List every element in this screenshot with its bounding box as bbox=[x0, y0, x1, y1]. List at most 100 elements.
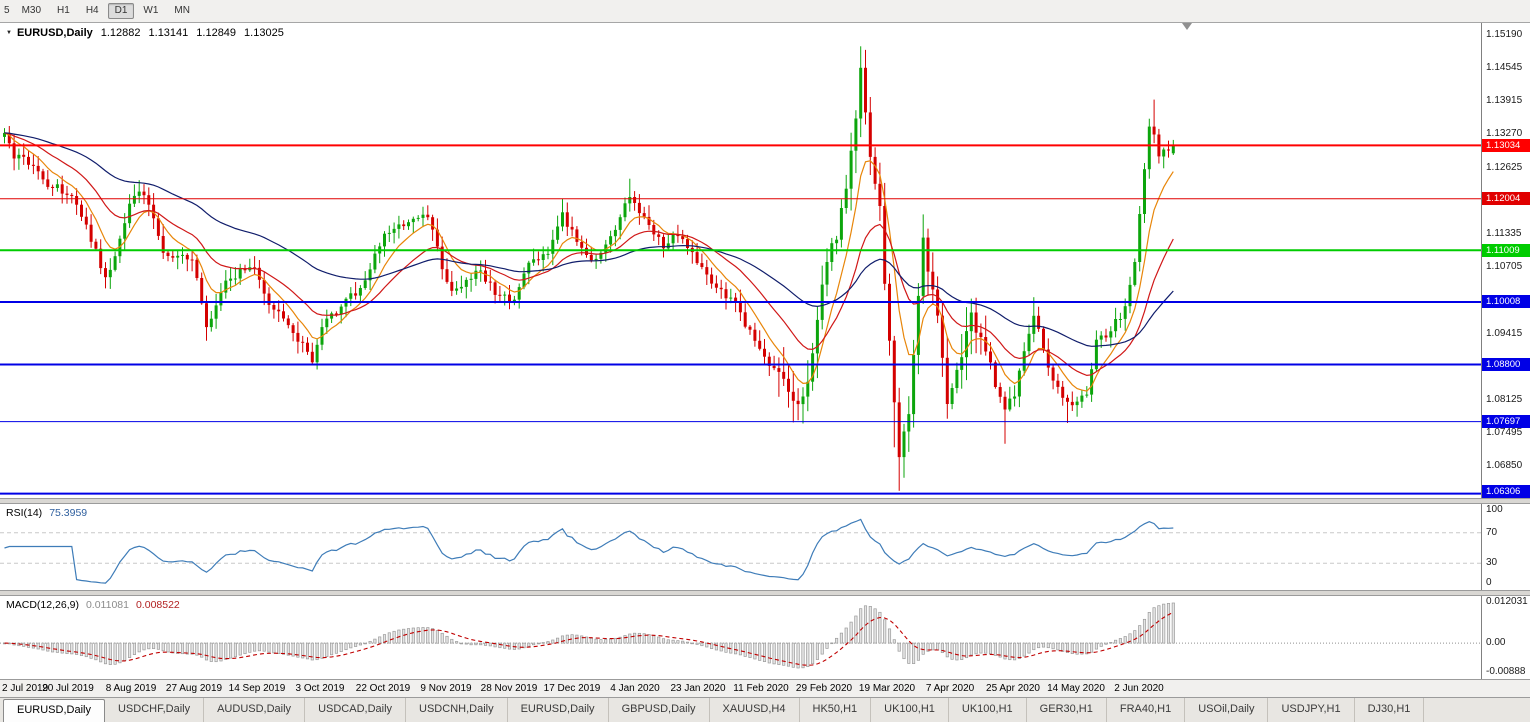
chart-tab-eurusd-daily-5[interactable]: EURUSD,Daily bbox=[508, 698, 609, 722]
panel-splitter[interactable] bbox=[0, 590, 1530, 596]
date-label-11-feb-2020: 11 Feb 2020 bbox=[733, 683, 789, 694]
chart-tab-eurusd-daily-0[interactable]: EURUSD,Daily bbox=[3, 699, 105, 722]
timeframe-toolbar: 5 M30 H1 H4 D1 W1 MN bbox=[0, 0, 1530, 23]
price-tick-1.12625: 1.12625 bbox=[1486, 162, 1523, 173]
chart-title: ▼ EURUSD,Daily 1.12882 1.13141 1.12849 1… bbox=[6, 27, 284, 39]
macd-tick-top: 0.012031 bbox=[1486, 596, 1528, 607]
rsi-value: 75.3959 bbox=[49, 507, 88, 519]
timeframe-button-d1[interactable]: D1 bbox=[107, 3, 135, 19]
macd-name: MACD(12,26,9) bbox=[6, 599, 79, 611]
chart-symbol-period: EURUSD,Daily bbox=[16, 27, 93, 39]
rsi-indicator-label: RSI(14) 75.3959 bbox=[6, 507, 87, 519]
price-level-badge-1.11009: 1.11009 bbox=[1482, 244, 1530, 257]
price-tick-1.09415: 1.09415 bbox=[1486, 328, 1523, 339]
date-label-25-apr-2020: 25 Apr 2020 bbox=[986, 683, 1040, 694]
chart-tab-dj30-h1-15[interactable]: DJ30,H1 bbox=[1355, 698, 1425, 722]
chart-tab-usdjpy-h1-14[interactable]: USDJPY,H1 bbox=[1268, 698, 1355, 722]
timeframe-button-h1[interactable]: H1 bbox=[57, 5, 70, 16]
date-label-2-jul-2019: 2 Jul 2019 bbox=[2, 683, 49, 694]
macd-histogram bbox=[2, 602, 1175, 669]
price-tick-1.14545: 1.14545 bbox=[1486, 62, 1523, 73]
macd-signal-line bbox=[4, 611, 1174, 666]
date-label-29-feb-2020: 29 Feb 2020 bbox=[795, 683, 853, 694]
rsi-tick-0: 0 bbox=[1486, 577, 1492, 588]
chart-tabs-bar: EURUSD,Daily USDCHF,Daily AUDUSD,Daily USDC… bbox=[0, 697, 1530, 722]
macd-chart-canvas[interactable] bbox=[0, 596, 1481, 679]
price-level-badge-1.13034: 1.13034 bbox=[1482, 139, 1530, 152]
price-tick-1.06850: 1.06850 bbox=[1486, 460, 1523, 471]
macd-tick-bottom: -0.00888 bbox=[1486, 666, 1526, 677]
date-label-7-apr-2020: 7 Apr 2020 bbox=[925, 683, 975, 694]
date-label-14-may-2020: 14 May 2020 bbox=[1047, 683, 1105, 694]
chart-tab-fra40-h1-12[interactable]: FRA40,H1 bbox=[1107, 698, 1186, 722]
price-tick-1.08125: 1.08125 bbox=[1486, 394, 1523, 405]
main-chart-panel[interactable]: ▼ EURUSD,Daily 1.12882 1.13141 1.12849 1… bbox=[0, 23, 1530, 498]
macd-indicator-label: MACD(12,26,9) 0.011081 0.008522 bbox=[6, 599, 180, 611]
rsi-chart-canvas[interactable] bbox=[0, 504, 1481, 590]
macd-signal-value: 0.008522 bbox=[135, 599, 180, 611]
date-label-20-jul-2019: 20 Jul 2019 bbox=[42, 683, 94, 694]
price-level-badge-1.08800: 1.08800 bbox=[1482, 358, 1530, 371]
ohlc-low: 1.12849 bbox=[196, 27, 237, 39]
moving-average-slow bbox=[4, 132, 1174, 347]
chart-tab-uk100-h1-9[interactable]: UK100,H1 bbox=[871, 698, 949, 722]
rsi-panel[interactable]: RSI(14) 75.3959 100 70 30 0 bbox=[0, 504, 1530, 590]
panel-splitter[interactable] bbox=[0, 498, 1530, 504]
chart-tab-usdcnh-daily-4[interactable]: USDCNH,Daily bbox=[406, 698, 508, 722]
price-tick-1.13270: 1.13270 bbox=[1486, 128, 1523, 139]
date-label-9-nov-2019: 9 Nov 2019 bbox=[420, 683, 472, 694]
chart-tab-usdchf-daily-1[interactable]: USDCHF,Daily bbox=[105, 698, 205, 722]
date-label-4-jan-2020: 4 Jan 2020 bbox=[610, 683, 660, 694]
moving-average-medium bbox=[4, 132, 1174, 377]
price-level-badge-1.06306: 1.06306 bbox=[1482, 485, 1530, 498]
price-axis: 1.15190 1.14545 1.13915 1.13270 1.12625 1.113… bbox=[1481, 23, 1530, 498]
price-level-badge-1.10008: 1.10008 bbox=[1482, 295, 1530, 308]
date-label-17-dec-2019: 17 Dec 2019 bbox=[543, 683, 601, 694]
rsi-line bbox=[4, 518, 1174, 584]
chart-tab-gbpusd-daily-6[interactable]: GBPUSD,Daily bbox=[609, 698, 710, 722]
timeframe-button-h4[interactable]: H4 bbox=[85, 5, 99, 16]
price-tick-1.07495: 1.07495 bbox=[1486, 427, 1523, 438]
timeframe-button-5[interactable]: 5 bbox=[4, 5, 10, 16]
timeframe-button-w1[interactable]: W1 bbox=[143, 5, 159, 16]
horizontal-level-lines[interactable] bbox=[0, 144, 1481, 495]
chart-tab-xauusd-h4-7[interactable]: XAUUSD,H4 bbox=[710, 698, 800, 722]
chart-tab-audusd-daily-2[interactable]: AUDUSD,Daily bbox=[204, 698, 306, 722]
ohlc-close: 1.13025 bbox=[244, 27, 284, 39]
moving-average-fast bbox=[4, 132, 1174, 392]
price-tick-1.10705: 1.10705 bbox=[1486, 261, 1523, 272]
rsi-tick-100: 100 bbox=[1486, 504, 1503, 515]
candlesticks bbox=[3, 46, 1175, 491]
rsi-tick-30: 30 bbox=[1486, 557, 1498, 568]
chart-tab-uk100-h1-10[interactable]: UK100,H1 bbox=[949, 698, 1027, 722]
chart-tab-usoil-daily-13[interactable]: USOil,Daily bbox=[1185, 698, 1269, 722]
price-level-badge-1.07697: 1.07697 bbox=[1482, 415, 1530, 428]
rsi-axis: 100 70 30 0 bbox=[1481, 504, 1530, 590]
chart-dropdown-arrow-icon[interactable]: ▼ bbox=[6, 30, 12, 36]
date-label-14-sep-2019: 14 Sep 2019 bbox=[228, 683, 286, 694]
date-label-28-nov-2019: 28 Nov 2019 bbox=[480, 683, 538, 694]
date-label-19-mar-2020: 19 Mar 2020 bbox=[858, 683, 916, 694]
price-tick-1.13915: 1.13915 bbox=[1486, 95, 1523, 106]
chart-tab-ger30-h1-11[interactable]: GER30,H1 bbox=[1027, 698, 1107, 722]
chart-tab-hk50-h1-8[interactable]: HK50,H1 bbox=[800, 698, 872, 722]
date-label-23-jan-2020: 23 Jan 2020 bbox=[670, 683, 726, 694]
macd-main-value: 0.011081 bbox=[85, 599, 129, 611]
date-label-3-oct-2019: 3 Oct 2019 bbox=[295, 683, 345, 694]
price-level-badge-1.12004: 1.12004 bbox=[1482, 192, 1530, 205]
date-label-2-jun-2020: 2 Jun 2020 bbox=[1114, 683, 1164, 694]
ohlc-high: 1.13141 bbox=[148, 27, 189, 39]
date-label-22-oct-2019: 22 Oct 2019 bbox=[355, 683, 411, 694]
macd-tick-zero: 0.00 bbox=[1486, 637, 1506, 648]
timeframe-button-mn[interactable]: MN bbox=[174, 5, 190, 16]
timeframe-button-m30[interactable]: M30 bbox=[21, 5, 42, 16]
price-tick-1.11335: 1.11335 bbox=[1486, 228, 1522, 239]
macd-axis: 0.012031 0.00 -0.00888 bbox=[1481, 596, 1530, 679]
chart-shift-marker-icon[interactable] bbox=[1182, 23, 1192, 30]
rsi-name: RSI(14) bbox=[6, 507, 43, 519]
price-tick-1.15190: 1.15190 bbox=[1486, 29, 1523, 40]
candlestick-chart-canvas[interactable] bbox=[0, 23, 1481, 498]
chart-tab-usdcad-daily-3[interactable]: USDCAD,Daily bbox=[305, 698, 407, 722]
macd-panel[interactable]: MACD(12,26,9) 0.011081 0.008522 0.012031… bbox=[0, 596, 1530, 679]
ohlc-open: 1.12882 bbox=[100, 27, 141, 39]
